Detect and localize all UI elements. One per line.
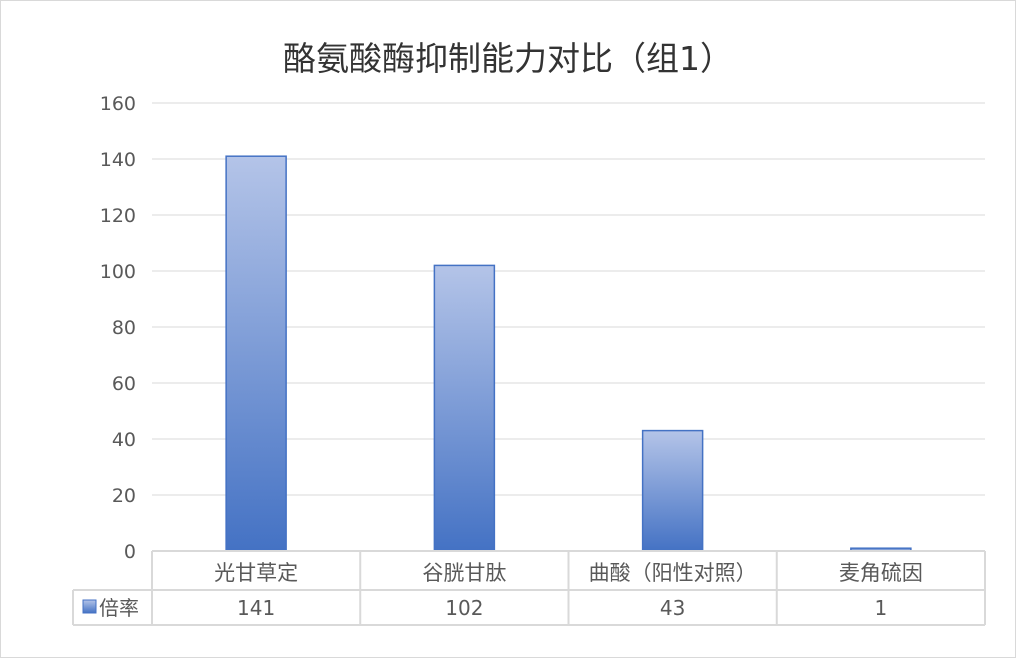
category-label: 光甘草定 xyxy=(214,561,298,585)
y-tick-label: 120 xyxy=(100,205,136,227)
bar xyxy=(433,264,496,552)
category-label: 麦角硫因 xyxy=(839,561,923,585)
y-tick-label: 0 xyxy=(124,541,136,563)
data-table-value: 1 xyxy=(875,596,888,620)
legend-label: 倍率 xyxy=(99,596,139,620)
y-tick-label: 140 xyxy=(100,149,136,171)
y-tick-label: 40 xyxy=(112,429,136,451)
data-table-value: 102 xyxy=(445,596,483,620)
y-tick-label: 100 xyxy=(100,261,136,283)
data-table-value: 141 xyxy=(237,596,275,620)
y-tick-label: 60 xyxy=(112,373,136,395)
y-tick-label: 160 xyxy=(100,93,136,115)
legend-key xyxy=(82,599,97,614)
y-tick-label: 20 xyxy=(112,485,136,507)
chart-title: 酪氨酸酶抑制能力对比（组1） xyxy=(283,39,733,78)
category-label: 曲酸（阳性对照） xyxy=(589,561,757,585)
category-label: 谷胱甘肽 xyxy=(422,561,506,585)
y-tick-label: 80 xyxy=(112,317,136,339)
bar xyxy=(641,429,704,552)
bar xyxy=(225,155,287,552)
data-table-value: 43 xyxy=(660,596,685,620)
